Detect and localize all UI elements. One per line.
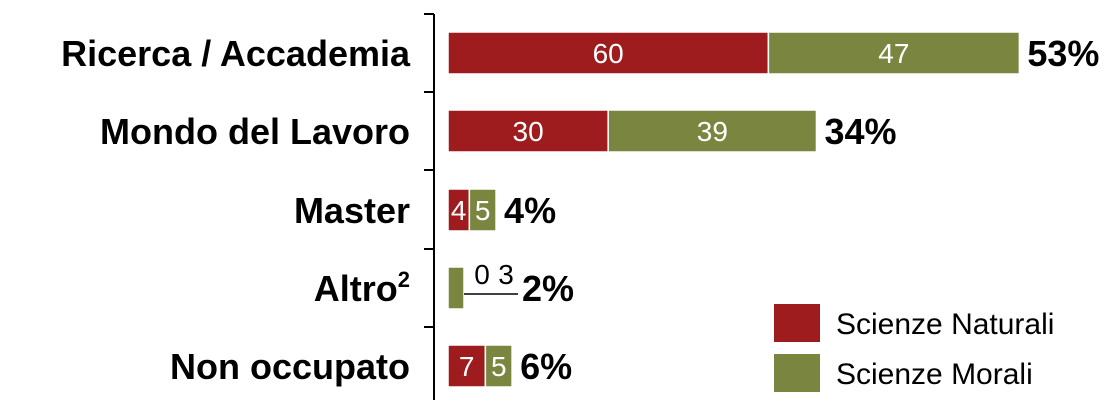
bar-value-label: 5	[475, 195, 491, 226]
category-label: Non occupato	[170, 346, 410, 387]
bar-value-label: 0	[474, 259, 490, 290]
bar-value-label: 60	[593, 38, 624, 69]
total-label: 2%	[522, 268, 574, 309]
category-superscript: 2	[398, 267, 410, 292]
legend-swatch	[774, 304, 820, 342]
bar-segment	[447, 266, 465, 310]
legend-label: Scienze Morali	[836, 358, 1033, 391]
total-label: 4%	[504, 190, 556, 231]
category-label: Master	[294, 190, 410, 231]
bar-value-label: 39	[697, 116, 728, 147]
total-label: 34%	[824, 111, 896, 152]
bar-value-label: 47	[878, 38, 909, 69]
category-labels: Ricerca / Accademia Mondo del Lavoro Maste…	[61, 33, 411, 387]
y-axis-ticks	[424, 13, 434, 328]
bar-segment	[767, 31, 1021, 75]
legend-label: Scienze Naturali	[836, 308, 1054, 341]
bar-value-label: 3	[498, 259, 514, 290]
total-label: 6%	[520, 346, 572, 387]
bar-value-label: 4	[451, 195, 467, 226]
category-label: Mondo del Lavoro	[100, 111, 410, 152]
bar-value-label: 7	[459, 351, 475, 382]
bar-segment	[607, 109, 818, 153]
bar-segment	[447, 109, 609, 153]
bar-segment	[447, 344, 487, 388]
legend: Scienze Naturali Scienze Morali	[774, 304, 1054, 392]
category-label: Altro2	[314, 267, 410, 309]
total-label: 53%	[1027, 33, 1099, 74]
category-label: Ricerca / Accademia	[61, 33, 411, 74]
total-labels: 53% 34% 4% 2% 6%	[504, 33, 1099, 387]
bar-segment	[468, 188, 497, 232]
bar-segment	[484, 344, 513, 388]
bar-value-label: 5	[491, 351, 507, 382]
bar-segment	[447, 31, 770, 75]
legend-swatch	[774, 354, 820, 392]
bar-value-label: 30	[513, 116, 544, 147]
